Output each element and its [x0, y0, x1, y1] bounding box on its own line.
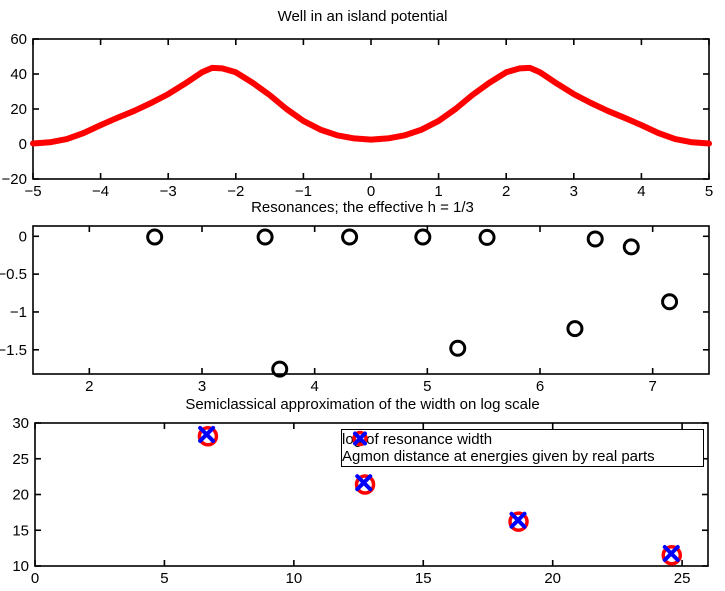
potential-xtick-label: 0: [367, 183, 375, 200]
plot2-title: Resonances; the effective h = 1/3: [251, 199, 474, 216]
blue-x-marker-icon: [353, 431, 367, 446]
resonance-markers-marker: [566, 320, 584, 338]
legend-entry-resonance-width: log of resonance width: [342, 431, 703, 448]
width-log-scale-ytick-label: 15: [12, 522, 29, 539]
resonances-ytick-label: −1.5: [0, 342, 27, 359]
resonance-markers-marker: [271, 360, 289, 378]
log-of-resonance-width-marker: [197, 425, 219, 447]
log-of-resonance-width-marker: [354, 474, 376, 495]
resonance-markers-marker: [661, 293, 679, 311]
resonance-markers-marker: [414, 228, 432, 246]
width-log-scale-ytick-label: 20: [12, 487, 29, 504]
resonances-xtick-label: 6: [536, 378, 544, 395]
resonance-markers-marker: [449, 339, 467, 357]
agmon-distance-marker: [198, 425, 216, 443]
legend-label-resonance-width: log of resonance width: [342, 430, 493, 448]
log-of-resonance-width-marker: [661, 545, 683, 566]
resonance-markers-marker: [478, 228, 496, 246]
resonances-ytick-label: 0: [19, 228, 27, 245]
resonances-xtick-label: 7: [648, 378, 656, 395]
resonances-xtick-label: 5: [423, 378, 431, 395]
potential-xtick-label: −5: [24, 183, 41, 200]
plot1-title: Well in an island potential: [277, 8, 448, 25]
agmon-distance-marker: [509, 511, 527, 529]
width-log-scale-ytick-label: 30: [12, 415, 29, 432]
log-of-resonance-width-marker: [508, 511, 529, 532]
potential-ytick-label: −20: [2, 171, 27, 188]
width-log-scale-xtick-label: 10: [286, 570, 303, 587]
width-log-scale-xtick-label: 20: [544, 570, 561, 587]
resonances-xtick-label: 2: [85, 378, 93, 395]
resonance-markers-marker: [146, 228, 164, 246]
potential-ytick-label: 0: [19, 136, 27, 153]
width-log-scale-xtick-label: 5: [160, 570, 168, 587]
resonances-axes-box: [32, 225, 710, 375]
potential-ytick-label: 60: [10, 31, 27, 48]
width-log-scale-xtick-label: 15: [415, 570, 432, 587]
potential-ytick-label: 40: [10, 66, 27, 83]
agmon-distance-marker: [355, 474, 373, 492]
potential-xtick-label: −1: [295, 183, 312, 200]
potential-xtick-label: 5: [705, 183, 713, 200]
resonance-markers-marker: [341, 228, 359, 246]
width-log-scale-xtick-label: 0: [31, 570, 39, 587]
potential-xtick-label: 1: [434, 183, 442, 200]
potential-ytick-label: 20: [10, 101, 27, 118]
potential-curve: [30, 64, 712, 147]
legend-entry-agmon-distance: Agmon distance at energies given by real…: [342, 431, 703, 466]
width-log-scale-xtick-label: 25: [674, 570, 691, 587]
resonances-xtick-label: 4: [310, 378, 318, 395]
legend-label-agmon-distance: Agmon distance at energies given by real…: [342, 448, 655, 466]
potential-xtick-label: 2: [502, 183, 510, 200]
width-log-scale-ytick-label: 25: [12, 451, 29, 468]
resonance-markers-marker: [586, 230, 604, 248]
potential-xtick-label: −3: [160, 183, 177, 200]
potential-xtick-label: 3: [570, 183, 578, 200]
resonance-markers-marker: [256, 228, 274, 246]
plot3-title: Semiclassical approximation of the width…: [185, 396, 540, 413]
potential-xtick-label: −2: [227, 183, 244, 200]
red-circle-marker-icon: [352, 430, 368, 447]
agmon-distance-marker: [662, 544, 680, 562]
resonance-markers-marker: [622, 238, 640, 256]
resonances-ytick-label: −1: [10, 304, 27, 321]
resonances-xtick-label: 3: [198, 378, 206, 395]
resonances-ytick-label: −0.5: [0, 266, 27, 283]
potential-xtick-label: −4: [92, 183, 109, 200]
legend-box: log of resonance width Agmon distance at…: [341, 429, 704, 467]
potential-xtick-label: 4: [637, 183, 645, 200]
width-log-scale-ytick-label: 10: [12, 558, 29, 575]
